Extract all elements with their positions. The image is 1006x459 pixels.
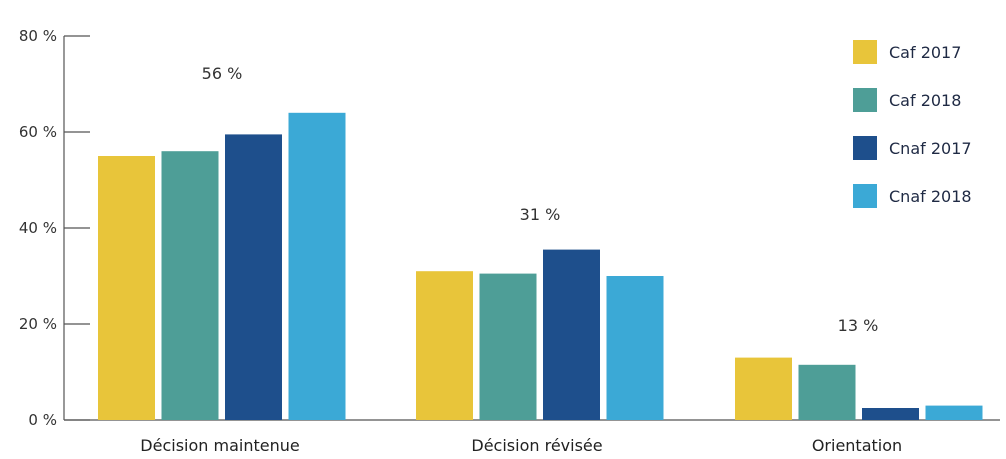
bar bbox=[543, 249, 600, 420]
legend: Caf 2017 Caf 2018 Cnaf 2017 Cnaf 2018 bbox=[853, 40, 972, 208]
legend-swatch bbox=[853, 40, 877, 64]
bar bbox=[735, 357, 792, 420]
x-tick-label: Décision révisée bbox=[471, 436, 602, 455]
bar bbox=[862, 408, 919, 420]
legend-label: Caf 2017 bbox=[889, 43, 961, 62]
bar bbox=[288, 112, 346, 421]
bar bbox=[161, 151, 219, 420]
y-tick-label: 40 % bbox=[19, 219, 57, 237]
x-tick-label: Orientation bbox=[812, 436, 902, 455]
legend-label: Caf 2018 bbox=[889, 91, 961, 110]
bar bbox=[925, 405, 983, 420]
y-tick-label: 60 % bbox=[19, 123, 57, 141]
legend-label: Cnaf 2018 bbox=[889, 187, 972, 206]
bar bbox=[798, 364, 856, 420]
bar bbox=[479, 273, 537, 420]
bar bbox=[225, 134, 282, 420]
legend-swatch bbox=[853, 136, 877, 160]
y-tick-label: 80 % bbox=[19, 27, 57, 45]
y-tick-label: 20 % bbox=[19, 315, 57, 333]
x-axis-labels: Décision maintenue Décision révisée Orient… bbox=[140, 436, 902, 455]
x-tick-label: Décision maintenue bbox=[140, 436, 299, 455]
data-label: 56 % bbox=[202, 64, 243, 83]
data-label: 31 % bbox=[520, 205, 561, 224]
bar bbox=[606, 276, 664, 420]
data-label: 13 % bbox=[838, 316, 879, 335]
y-tick-label: 0 % bbox=[28, 411, 57, 429]
legend-swatch bbox=[853, 88, 877, 112]
bar bbox=[98, 156, 155, 420]
bar bbox=[416, 271, 473, 420]
legend-swatch bbox=[853, 184, 877, 208]
bars bbox=[98, 112, 983, 421]
legend-label: Cnaf 2017 bbox=[889, 139, 972, 158]
annotations: 56 % 31 % 13 % bbox=[202, 64, 879, 335]
